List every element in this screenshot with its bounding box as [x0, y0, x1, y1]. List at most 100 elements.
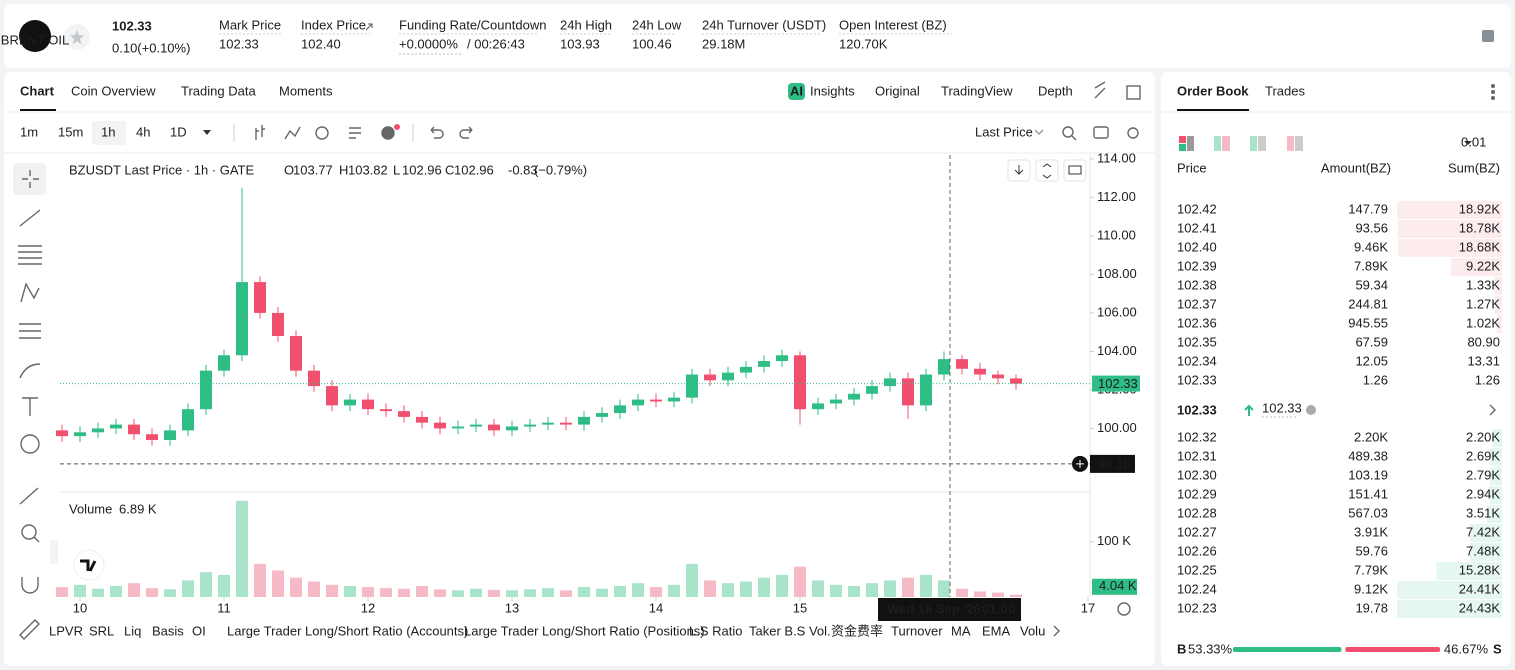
- ob-sum: 1.33K: [1466, 277, 1500, 292]
- chart-button[interactable]: [1035, 159, 1059, 182]
- y-tick-label: 112.00: [1097, 189, 1136, 204]
- depth-bar: [1397, 581, 1502, 599]
- volume-title: Volume: [69, 501, 112, 516]
- candle-body: [848, 393, 860, 400]
- ob-price[interactable]: 102.34: [1177, 353, 1217, 368]
- interval[interactable]: 1m: [20, 124, 38, 139]
- last-price-label: 102.33: [1098, 376, 1138, 391]
- volume-bar: [290, 577, 302, 597]
- volume-bar: [884, 580, 896, 597]
- candle-body: [56, 430, 68, 437]
- volume-bar: [650, 587, 662, 597]
- interval[interactable]: 15m: [58, 124, 83, 139]
- interval[interactable]: 1h: [101, 124, 115, 139]
- ob-price[interactable]: 102.42: [1177, 201, 1217, 216]
- depth-bar: [1489, 486, 1502, 504]
- last-volume-label: 4.04 K: [1099, 578, 1137, 593]
- ob-amount: 93.56: [1355, 220, 1388, 235]
- stat-label: Funding Rate/Countdown: [399, 17, 546, 32]
- indicator[interactable]: 资金费率: [831, 623, 883, 638]
- ob-price[interactable]: 102.27: [1177, 524, 1217, 539]
- depth-bar: [1450, 258, 1502, 276]
- tab[interactable]: Chart: [20, 83, 55, 98]
- view-tab[interactable]: Insights: [810, 83, 855, 98]
- ob-price[interactable]: 102.31: [1177, 448, 1217, 463]
- candle-body: [182, 409, 194, 431]
- indicator[interactable]: Basis: [152, 623, 184, 638]
- stat-value: +0.0000%: [399, 36, 458, 51]
- ob-price[interactable]: 102.40: [1177, 239, 1217, 254]
- candle-body: [488, 424, 500, 431]
- ob-price[interactable]: 102.38: [1177, 277, 1217, 292]
- indicator[interactable]: SRL: [89, 623, 114, 638]
- depth-bar: [1470, 524, 1502, 542]
- indicator[interactable]: LPVR: [49, 623, 83, 638]
- ob-price[interactable]: 102.33: [1177, 372, 1217, 387]
- view-tab[interactable]: Original: [875, 83, 920, 98]
- view-tab[interactable]: TradingView: [941, 83, 1013, 98]
- indicator[interactable]: OI: [192, 623, 206, 638]
- chart-button[interactable]: [1063, 159, 1087, 182]
- ob-price[interactable]: 102.28: [1177, 505, 1217, 520]
- ob-price[interactable]: 102.36: [1177, 315, 1217, 330]
- volume-bar: [830, 584, 842, 597]
- ohlc-key: C: [445, 162, 454, 177]
- x-tick-label: 11: [217, 600, 231, 615]
- volume-bar: [920, 574, 932, 597]
- volume-bar: [902, 577, 914, 597]
- ob-price[interactable]: 102.26: [1177, 543, 1217, 558]
- buy-letter: B: [1177, 641, 1186, 656]
- ob-mark: 102.33: [1262, 400, 1302, 415]
- indicator[interactable]: Turnover: [891, 623, 943, 638]
- view-tab[interactable]: Depth: [1038, 83, 1073, 98]
- ob-amount: 59.34: [1355, 277, 1388, 292]
- crosshair-time-box: [878, 598, 1021, 621]
- indicator[interactable]: Taker B.S Vol.: [749, 623, 831, 638]
- tab[interactable]: Trading Data: [181, 83, 256, 98]
- ob-price[interactable]: 102.41: [1177, 220, 1217, 235]
- ob-price[interactable]: 102.39: [1177, 258, 1217, 273]
- indicator[interactable]: Liq: [124, 623, 141, 638]
- indicator[interactable]: L.S Ratio: [689, 623, 742, 638]
- ob-tab[interactable]: Trades: [1265, 83, 1305, 98]
- last-price-box: [1092, 375, 1140, 392]
- ob-price[interactable]: 102.32: [1177, 429, 1217, 444]
- volume-bar: [596, 588, 608, 597]
- y-tick-label: 100.00: [1097, 420, 1137, 435]
- collapse-handle[interactable]: [50, 540, 58, 564]
- tab[interactable]: Moments: [279, 83, 333, 98]
- menu-icon[interactable]: [1482, 30, 1494, 42]
- indicator[interactable]: Volu: [1020, 623, 1045, 638]
- volume-bar: [308, 581, 320, 597]
- ob-price[interactable]: 102.30: [1177, 467, 1217, 482]
- ob-sum: 18.92K: [1459, 201, 1501, 216]
- indicator[interactable]: Large Trader Long/Short Ratio (Accounts): [227, 623, 468, 638]
- price-source[interactable]: Last Price: [975, 124, 1033, 139]
- indicator[interactable]: MA: [951, 623, 971, 638]
- candle-body: [686, 374, 698, 398]
- depth-bar: [1397, 600, 1502, 618]
- ob-price[interactable]: 102.24: [1177, 581, 1217, 596]
- ob-sum: 18.68K: [1459, 239, 1501, 254]
- indicator[interactable]: EMA: [982, 623, 1011, 638]
- ob-price[interactable]: 102.25: [1177, 562, 1217, 577]
- volume-bar: [506, 590, 518, 597]
- tool-selected: [13, 163, 46, 195]
- ob-price[interactable]: 102.29: [1177, 486, 1217, 501]
- indicator[interactable]: Large Trader Long/Short Ratio (Positions…: [464, 623, 705, 638]
- ob-amount: 147.79: [1348, 201, 1388, 216]
- candle-body: [866, 386, 878, 394]
- ob-tab[interactable]: Order Book: [1177, 83, 1249, 98]
- interval[interactable]: 1D: [170, 124, 187, 139]
- ob-amount: 59.76: [1355, 543, 1388, 558]
- ob-price[interactable]: 102.35: [1177, 334, 1217, 349]
- candle-body: [254, 282, 266, 313]
- star-icon: [70, 30, 84, 44]
- ob-price[interactable]: 102.37: [1177, 296, 1217, 311]
- interval[interactable]: 4h: [136, 124, 150, 139]
- stat-value: 102.33: [219, 36, 259, 51]
- tab[interactable]: Coin Overview: [71, 83, 156, 98]
- ob-sum: 1.26: [1475, 372, 1500, 387]
- precision[interactable]: 0.01: [1461, 134, 1486, 149]
- ob-price[interactable]: 102.23: [1177, 600, 1217, 615]
